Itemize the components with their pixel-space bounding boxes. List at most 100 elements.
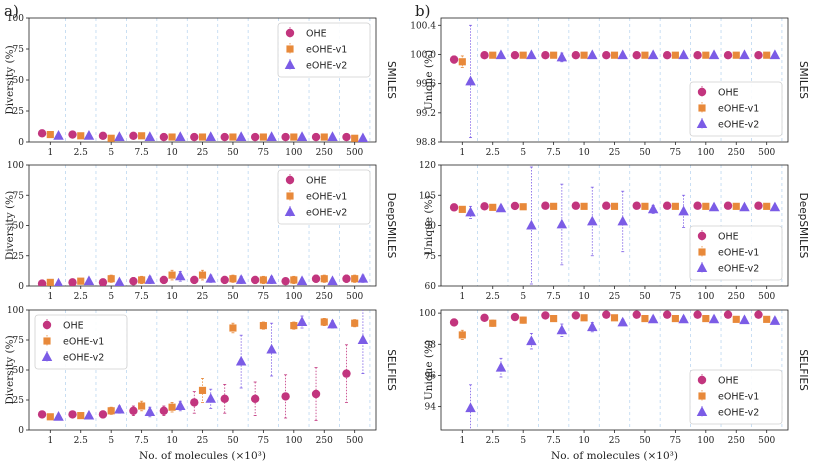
data-point-eohe-v1 — [229, 275, 237, 283]
y-axis-label: Diversity (%) — [4, 191, 16, 260]
data-point-eohe-v2 — [327, 131, 338, 141]
series-group — [449, 166, 781, 285]
legend-marker-eohe-v1 — [286, 192, 294, 200]
data-point-eohe-v1 — [259, 276, 267, 284]
x-tick-label: 500 — [346, 148, 363, 158]
x-tick-label: 10 — [166, 292, 178, 302]
data-point-ohe — [190, 275, 199, 285]
data-point-eohe-v1 — [732, 315, 740, 323]
legend: OHE eOHE-v1 eOHE-v2 — [689, 369, 783, 425]
x-axis-label: No. of molecules (×10³) — [551, 450, 678, 462]
data-point-ohe — [662, 310, 672, 319]
legend-marker-eohe-v2 — [284, 59, 296, 69]
legend: OHE eOHE-v1 eOHE-v2 — [689, 225, 783, 281]
y-tick-label: 98.8 — [416, 138, 436, 148]
data-point-ohe — [541, 51, 550, 60]
y-tick-label: 98 — [425, 340, 437, 350]
x-tick-label: 75 — [670, 436, 682, 446]
data-point-eohe-v1 — [702, 202, 710, 210]
data-point-ohe — [480, 313, 489, 322]
data-point-eohe-v2 — [708, 49, 720, 60]
x-tick-label: 7.5 — [134, 148, 149, 158]
x-tick-label: 500 — [758, 148, 775, 158]
data-point-eohe-v2 — [327, 275, 338, 286]
data-point-ohe — [190, 132, 199, 142]
x-tick-label: 2.5 — [74, 148, 89, 158]
data-point-ohe — [250, 394, 260, 403]
legend-label: eOHE-v1 — [63, 337, 104, 348]
data-point-ohe — [281, 276, 290, 286]
data-point-eohe-v1 — [138, 276, 146, 284]
data-point-eohe-v1 — [763, 202, 771, 210]
data-point-eohe-v2 — [587, 215, 598, 226]
data-point-eohe-v1 — [320, 318, 328, 326]
data-point-eohe-v1 — [458, 205, 466, 213]
data-point-eohe-v2 — [175, 270, 186, 281]
y-tick-label: 100.4 — [410, 21, 436, 31]
data-point-eohe-v2 — [708, 201, 720, 212]
data-point-eohe-v2 — [175, 131, 186, 141]
x-tick-label: 75 — [670, 292, 682, 302]
data-point-eohe-v1 — [107, 275, 115, 283]
data-point-eohe-v1 — [550, 202, 558, 210]
x-tick-label: 5 — [108, 292, 114, 302]
x-tick-label: 25 — [609, 436, 621, 446]
x-tick-label: 50 — [227, 436, 239, 446]
y-tick-label: 94 — [425, 403, 437, 413]
data-point-ohe — [510, 201, 520, 211]
data-point-eohe-v2 — [556, 218, 568, 229]
data-point-eohe-v1 — [580, 51, 588, 59]
data-point-eohe-v1 — [519, 316, 527, 324]
legend-marker-ohe — [697, 375, 707, 385]
data-point-eohe-v2 — [235, 274, 247, 284]
data-point-eohe-v2 — [53, 130, 64, 140]
data-point-eohe-v2 — [175, 400, 186, 410]
data-point-ohe — [220, 394, 229, 403]
legend-label: eOHE-v2 — [718, 264, 759, 275]
legend-label: OHE — [718, 88, 739, 99]
data-point-eohe-v2 — [708, 313, 720, 324]
data-point-eohe-v2 — [495, 202, 507, 213]
x-tick-label: 100 — [697, 148, 714, 158]
data-point-eohe-v2 — [266, 131, 277, 141]
x-tick-label: 1 — [47, 148, 53, 158]
legend-box — [689, 369, 783, 425]
data-point-eohe-v2 — [526, 335, 537, 346]
y-tick-label: 100 — [7, 306, 24, 316]
data-point-eohe-v2 — [144, 274, 156, 284]
y-axis-label: Diversity (%) — [4, 45, 16, 114]
x-tick-label: 10 — [166, 436, 178, 446]
y-tick-label: 100.0 — [410, 50, 436, 60]
data-point-eohe-v2 — [296, 275, 308, 286]
data-point-eohe-v2 — [769, 315, 781, 325]
data-point-ohe — [449, 203, 459, 212]
data-point-ohe — [632, 201, 641, 210]
data-point-eohe-v1 — [229, 324, 237, 332]
data-point-eohe-v2 — [53, 411, 64, 421]
x-tick-label: 1 — [47, 436, 53, 446]
data-point-ohe — [37, 410, 47, 419]
legend-marker-ohe — [697, 87, 707, 97]
x-tick-label: 500 — [758, 292, 775, 302]
x-tick-label: 100 — [697, 292, 714, 302]
data-point-eohe-v1 — [198, 133, 207, 141]
data-point-ohe — [68, 130, 77, 139]
legend-marker-eohe-v1 — [698, 392, 706, 400]
data-point-ohe — [220, 275, 229, 285]
data-point-eohe-v1 — [732, 202, 740, 210]
data-point-ohe — [159, 132, 169, 142]
x-tick-label: 100 — [285, 148, 302, 158]
data-point-eohe-v2 — [235, 355, 247, 366]
x-tick-label: 5 — [108, 148, 114, 158]
legend-marker-eohe-v1 — [698, 104, 706, 112]
x-tick-label: 50 — [639, 436, 651, 446]
data-point-eohe-v1 — [198, 271, 207, 279]
x-tick-label: 250 — [316, 292, 333, 302]
legend-label: eOHE-v1 — [306, 45, 347, 56]
data-point-eohe-v1 — [763, 315, 771, 323]
data-point-eohe-v2 — [617, 316, 628, 327]
series-group — [37, 310, 369, 421]
data-point-eohe-v1 — [290, 322, 298, 330]
data-point-eohe-v2 — [54, 277, 63, 286]
x-tick-label: 10 — [578, 148, 590, 158]
